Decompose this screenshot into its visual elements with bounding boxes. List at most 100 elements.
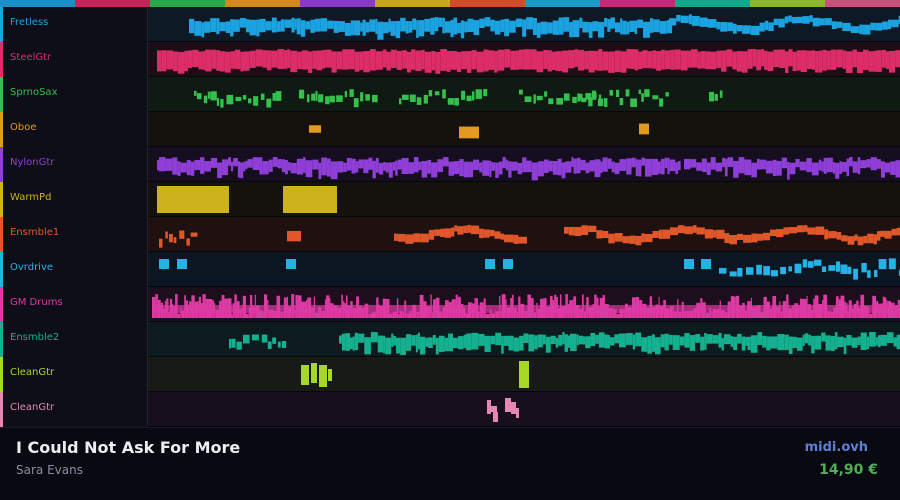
note-block [411,335,416,346]
track-row[interactable]: SteelGtr [0,42,900,77]
note-block [490,335,496,345]
note-block [839,161,843,174]
brand-link[interactable]: midi.ovh [804,440,868,455]
note-block [555,51,562,71]
note-block [473,159,480,171]
note-block [478,334,485,346]
note-block [352,308,357,318]
note-block [887,19,892,30]
note-block [287,49,291,69]
note-block [683,311,687,318]
note-block [667,157,670,175]
note-block [582,21,589,33]
note-block [614,334,619,344]
note-block [459,159,464,177]
note-block [862,24,871,35]
note-block [803,225,808,232]
note-block [696,227,705,235]
note-block [461,51,467,70]
note-block [574,49,578,67]
note-block [159,157,166,172]
note-block [724,312,728,318]
track-row[interactable]: WarmPd [0,182,900,217]
note-block [811,50,816,70]
track-color-stripe [0,7,3,42]
note-block [641,233,645,243]
note-block [518,49,524,70]
note-roll [309,123,649,139]
track-row[interactable]: Oboe [0,112,900,147]
note-block [443,157,449,167]
track-row[interactable]: CleanGtr [0,392,900,427]
note-block [504,49,511,68]
note-block [243,51,250,71]
note-block [172,157,178,175]
track-row[interactable]: Ensmble2 [0,322,900,357]
note-block [294,309,296,318]
note-block [330,161,338,180]
note-block [371,94,378,103]
note-block [297,51,302,69]
note-block [226,94,234,105]
note-block [802,259,808,268]
note-block [234,49,241,69]
track-row[interactable]: NylonGtr [0,147,900,182]
note-block [329,95,335,103]
track-row[interactable]: CleanGtr [0,357,900,392]
note-block [471,332,479,350]
note-block [578,335,583,345]
note-block [473,20,480,36]
note-block [787,161,790,180]
note-block [851,337,858,348]
note-block [198,51,203,70]
note-block [607,335,610,349]
note-block [471,91,475,101]
note-block [705,51,711,70]
note-block [635,332,642,347]
note-block [454,160,460,175]
note-block [383,162,386,171]
track-row[interactable]: Ensmble1 [0,217,900,252]
note-block [569,21,573,38]
track-row[interactable]: SprnoSax [0,77,900,112]
note-block [401,158,409,174]
track-row[interactable]: Ovrdrive [0,252,900,287]
note-block [500,233,504,240]
note-block [399,310,403,318]
track-lane [149,77,900,112]
note-block [882,21,888,30]
top-color-bar [0,0,900,7]
note-block [623,309,625,318]
note-block [826,157,833,173]
artist-name: Sara Evans [16,463,83,477]
note-block [604,98,608,107]
note-block [811,310,814,318]
note-block [747,336,751,350]
note-block [692,225,697,233]
note-block [870,157,877,171]
track-lane [149,287,900,322]
note-block [523,333,529,343]
note-block [625,333,633,345]
note-block [157,186,229,213]
note-block [733,336,738,350]
note-block [583,311,587,318]
note-block [811,336,815,354]
note-block [550,335,556,344]
note-block [876,159,881,169]
note-block [392,311,397,318]
note-block [802,334,805,346]
track-row[interactable]: Fretless [0,7,900,42]
track-label: CleanGtr [0,392,148,427]
top-bar-segment [675,0,750,7]
note-block [792,336,797,349]
note-block [854,234,858,241]
track-row[interactable]: GM Drums [0,287,900,322]
track-name: Ovrdrive [10,262,54,273]
note-block [765,160,773,174]
note-block [268,309,272,318]
note-block [220,98,224,108]
note-block [352,336,355,351]
note-block [788,227,797,234]
note-block [602,157,608,172]
